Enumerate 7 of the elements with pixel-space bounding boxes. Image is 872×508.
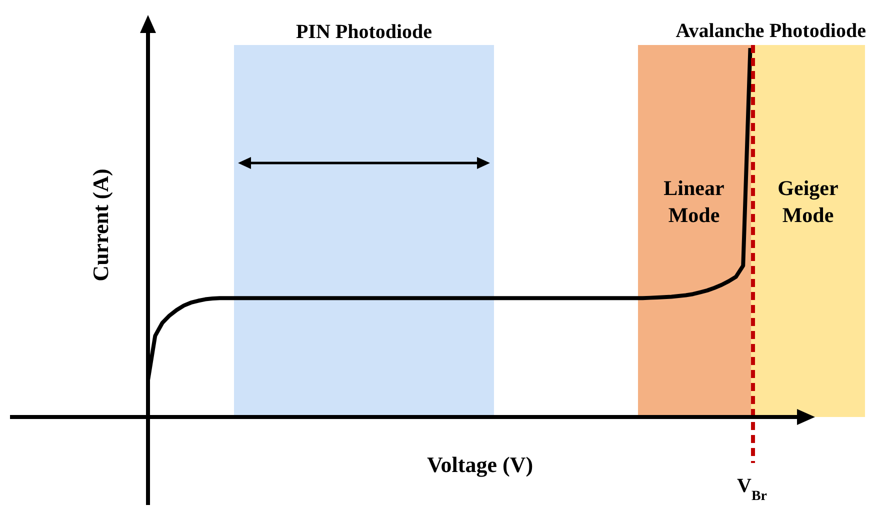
text: V$_{Br}$ xyxy=(736,475,768,504)
y-axis-title: Current (A) xyxy=(88,168,113,282)
x-axis-title: Voltage (V) xyxy=(426,452,534,477)
annotation: Linear Mode xyxy=(664,176,724,227)
text: PIN Photodiode xyxy=(296,21,432,43)
annotation: Geiger Mode xyxy=(778,176,838,227)
text: Avalanche Photodiode xyxy=(676,20,866,42)
